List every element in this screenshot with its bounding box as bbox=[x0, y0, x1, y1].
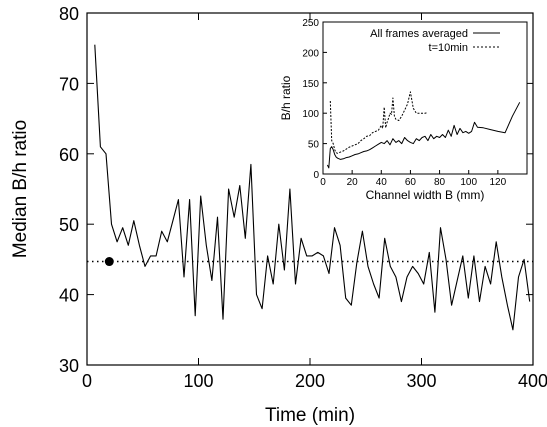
inset-x-tick-label: 20 bbox=[347, 177, 359, 188]
inset-series-group bbox=[326, 91, 521, 169]
legend-label-t10min: t=10min bbox=[429, 42, 468, 54]
inset-series-all-frames bbox=[326, 102, 521, 169]
inset-x-axis-title: Channel width B (mm) bbox=[366, 188, 485, 202]
main-y-tick-label: 50 bbox=[59, 215, 79, 235]
inset-chart: 0 20 40 60 80 100 120 0 50 100 150 200 250 All frame… bbox=[279, 18, 528, 202]
main-y-tick-label: 70 bbox=[59, 74, 79, 94]
main-x-tick-label: 200 bbox=[295, 371, 325, 391]
main-x-tick-label: 400 bbox=[518, 371, 547, 391]
main-x-tick-label: 300 bbox=[406, 371, 436, 391]
inset-plot-frame bbox=[322, 21, 528, 175]
inset-y-tick-label: 150 bbox=[302, 79, 319, 90]
main-y-tick-label: 80 bbox=[59, 4, 79, 24]
main-x-tick-label: 0 bbox=[82, 371, 92, 391]
inset-y-tick-label: 0 bbox=[313, 170, 319, 181]
inset-y-tick-label: 50 bbox=[308, 140, 320, 151]
inset-x-tick-label: 40 bbox=[376, 177, 388, 188]
inset-series-t10min bbox=[329, 91, 429, 154]
inset-x-tick-label: 120 bbox=[490, 177, 507, 188]
main-y-tick-label: 40 bbox=[59, 286, 79, 306]
inset-axis-ticks: 0 20 40 60 80 100 120 0 50 100 150 200 250 bbox=[302, 18, 506, 188]
inset-x-tick-label: 0 bbox=[320, 177, 326, 188]
main-series-line bbox=[94, 44, 531, 331]
inset-x-tick-label: 100 bbox=[460, 177, 477, 188]
main-marker-dot bbox=[104, 257, 114, 267]
main-reference-line-group bbox=[87, 257, 533, 267]
main-x-axis-title: Time (min) bbox=[265, 405, 355, 426]
main-y-tick-label: 30 bbox=[59, 356, 79, 376]
legend-label-all-frames: All frames averaged bbox=[370, 28, 468, 40]
inset-y-tick-label: 100 bbox=[302, 109, 319, 120]
inset-y-tick-label: 200 bbox=[302, 48, 319, 59]
main-y-axis-title: Median B/h ratio bbox=[10, 120, 31, 258]
main-x-tick-label: 100 bbox=[183, 371, 213, 391]
inset-background bbox=[323, 22, 527, 174]
inset-x-tick-label: 80 bbox=[434, 177, 446, 188]
inset-legend: All frames averaged t=10min bbox=[370, 28, 500, 54]
main-series-group bbox=[94, 44, 531, 331]
main-y-tick-label: 60 bbox=[59, 145, 79, 165]
inset-y-axis-title: B/h ratio bbox=[279, 75, 293, 120]
inset-x-tick-label: 60 bbox=[405, 177, 417, 188]
inset-y-tick-label: 250 bbox=[302, 18, 319, 29]
